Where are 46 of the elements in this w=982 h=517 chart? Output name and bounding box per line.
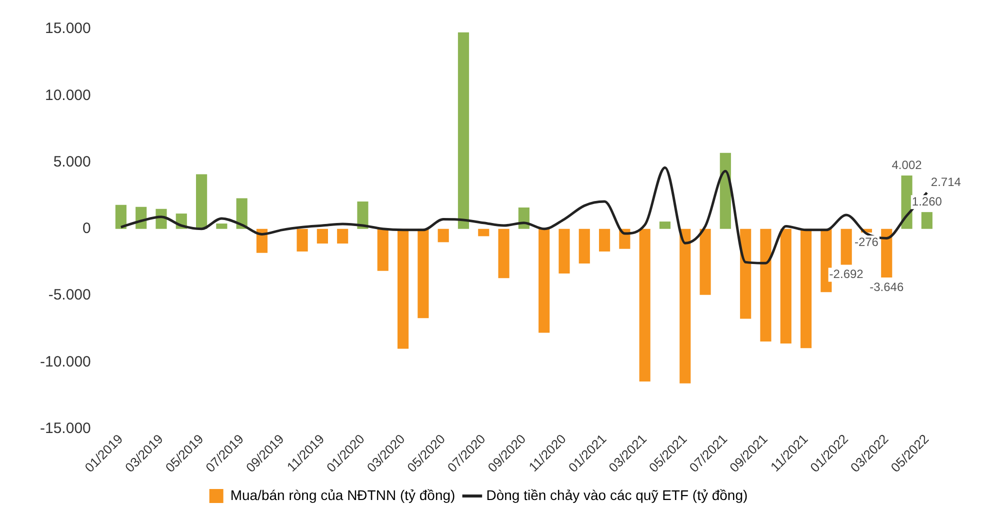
bar [478, 228, 490, 236]
legend-label: Dòng tiền chảy vào các quỹ ETF (tỷ đồng) [486, 486, 748, 503]
bar [558, 228, 570, 274]
bar [438, 228, 449, 242]
bar [840, 228, 852, 265]
y-tick-label: 10.000 [44, 86, 91, 104]
data-label: 4.002 [892, 158, 922, 172]
bar [216, 224, 228, 229]
bar [740, 228, 752, 319]
bar [659, 222, 671, 229]
bar [337, 228, 348, 244]
bar [760, 228, 772, 342]
bar [498, 228, 510, 278]
bar [398, 228, 409, 349]
bar [316, 228, 328, 244]
data-label: 1.260 [912, 194, 942, 208]
data-label: 2.714 [930, 175, 962, 190]
bar [115, 204, 126, 229]
legend-label: Mua/bán ròng của NĐTNN (tỷ đồng) [230, 486, 456, 503]
y-tick-label: -15.000 [40, 420, 91, 437]
data-label: -276 [854, 234, 879, 249]
bar [296, 228, 308, 252]
bar [881, 228, 892, 278]
bar [780, 228, 792, 344]
y-tick-label: -5.000 [48, 286, 91, 304]
y-tick-label: 5.000 [53, 153, 91, 170]
data-label: -2.692 [829, 267, 864, 282]
bar [578, 228, 590, 264]
bar [418, 228, 429, 318]
bar [377, 228, 388, 271]
bar [680, 228, 691, 384]
bar [357, 202, 368, 229]
bar [196, 174, 208, 229]
bar [800, 228, 812, 348]
bar [458, 32, 470, 229]
bar [538, 228, 550, 333]
y-tick-label: 15.000 [44, 20, 91, 38]
bar [720, 152, 731, 229]
data-label: -3.646 [870, 280, 904, 294]
y-tick-label: 0 [82, 220, 91, 238]
bar [639, 228, 650, 382]
bar [598, 228, 610, 252]
bar [700, 228, 711, 295]
bar [921, 212, 932, 229]
y-tick-label: -10.000 [40, 353, 91, 370]
bar [236, 198, 248, 229]
